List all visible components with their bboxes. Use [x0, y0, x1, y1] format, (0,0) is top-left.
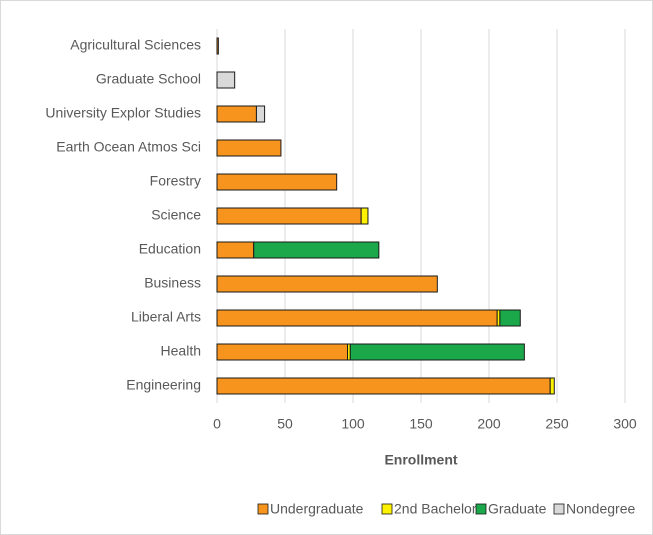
y-tick-label: Business	[144, 275, 201, 291]
bar-segment	[216, 71, 236, 89]
bar-segment	[349, 343, 525, 361]
x-tick-label: 200	[477, 416, 501, 432]
bar-segment	[216, 343, 349, 361]
x-tick-label: 300	[613, 416, 637, 432]
x-tick-label: 0	[213, 416, 221, 432]
bar-segment	[360, 207, 369, 225]
bar-segment	[216, 207, 362, 225]
x-tick-label: 50	[277, 416, 293, 432]
legend-label: Nondegree	[566, 501, 635, 517]
bar-segment	[253, 241, 380, 259]
y-tick-label: Science	[151, 207, 201, 223]
y-tick-label: Forestry	[150, 173, 201, 189]
legend-label: Graduate	[488, 501, 547, 517]
x-axis-label: Enrollment	[384, 452, 457, 468]
bar-segment	[216, 377, 551, 395]
y-tick-label: Education	[139, 241, 201, 257]
y-tick-label: Agricultural Sciences	[70, 37, 201, 53]
legend-label: Undergraduate	[270, 501, 364, 517]
y-tick-label: University Explor Studies	[45, 105, 201, 121]
legend-swatch	[475, 503, 487, 515]
y-tick-label: Earth Ocean Atmos Sci	[56, 139, 201, 155]
y-tick-label: Engineering	[126, 377, 201, 393]
bar-segment	[499, 309, 521, 327]
bar-segment	[216, 105, 257, 123]
y-tick-label: Liberal Arts	[131, 309, 201, 325]
legend-label: 2nd Bachelor	[394, 501, 477, 517]
legend-swatch	[553, 503, 565, 515]
bar-segment	[255, 105, 266, 123]
bar-segment	[216, 173, 338, 191]
x-tick-label: 150	[409, 416, 433, 432]
bar-segment	[216, 309, 498, 327]
x-tick-label: 250	[545, 416, 569, 432]
bar-segment	[216, 139, 282, 157]
bar-segment	[216, 37, 219, 55]
bar-segment	[216, 241, 255, 259]
x-tick-label: 100	[341, 416, 365, 432]
y-tick-label: Health	[161, 343, 201, 359]
y-tick-label: Graduate School	[96, 71, 201, 87]
legend-swatch	[381, 503, 393, 515]
bar-segment	[549, 377, 555, 395]
legend-swatch	[257, 503, 269, 515]
bar-segment	[216, 275, 438, 293]
